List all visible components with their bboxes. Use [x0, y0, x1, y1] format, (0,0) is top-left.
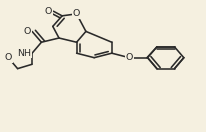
Text: NH: NH: [17, 49, 31, 58]
Text: O: O: [73, 9, 80, 18]
Text: O: O: [5, 53, 12, 62]
Text: O: O: [125, 53, 132, 62]
Text: O: O: [23, 27, 31, 36]
Text: O: O: [45, 7, 52, 16]
